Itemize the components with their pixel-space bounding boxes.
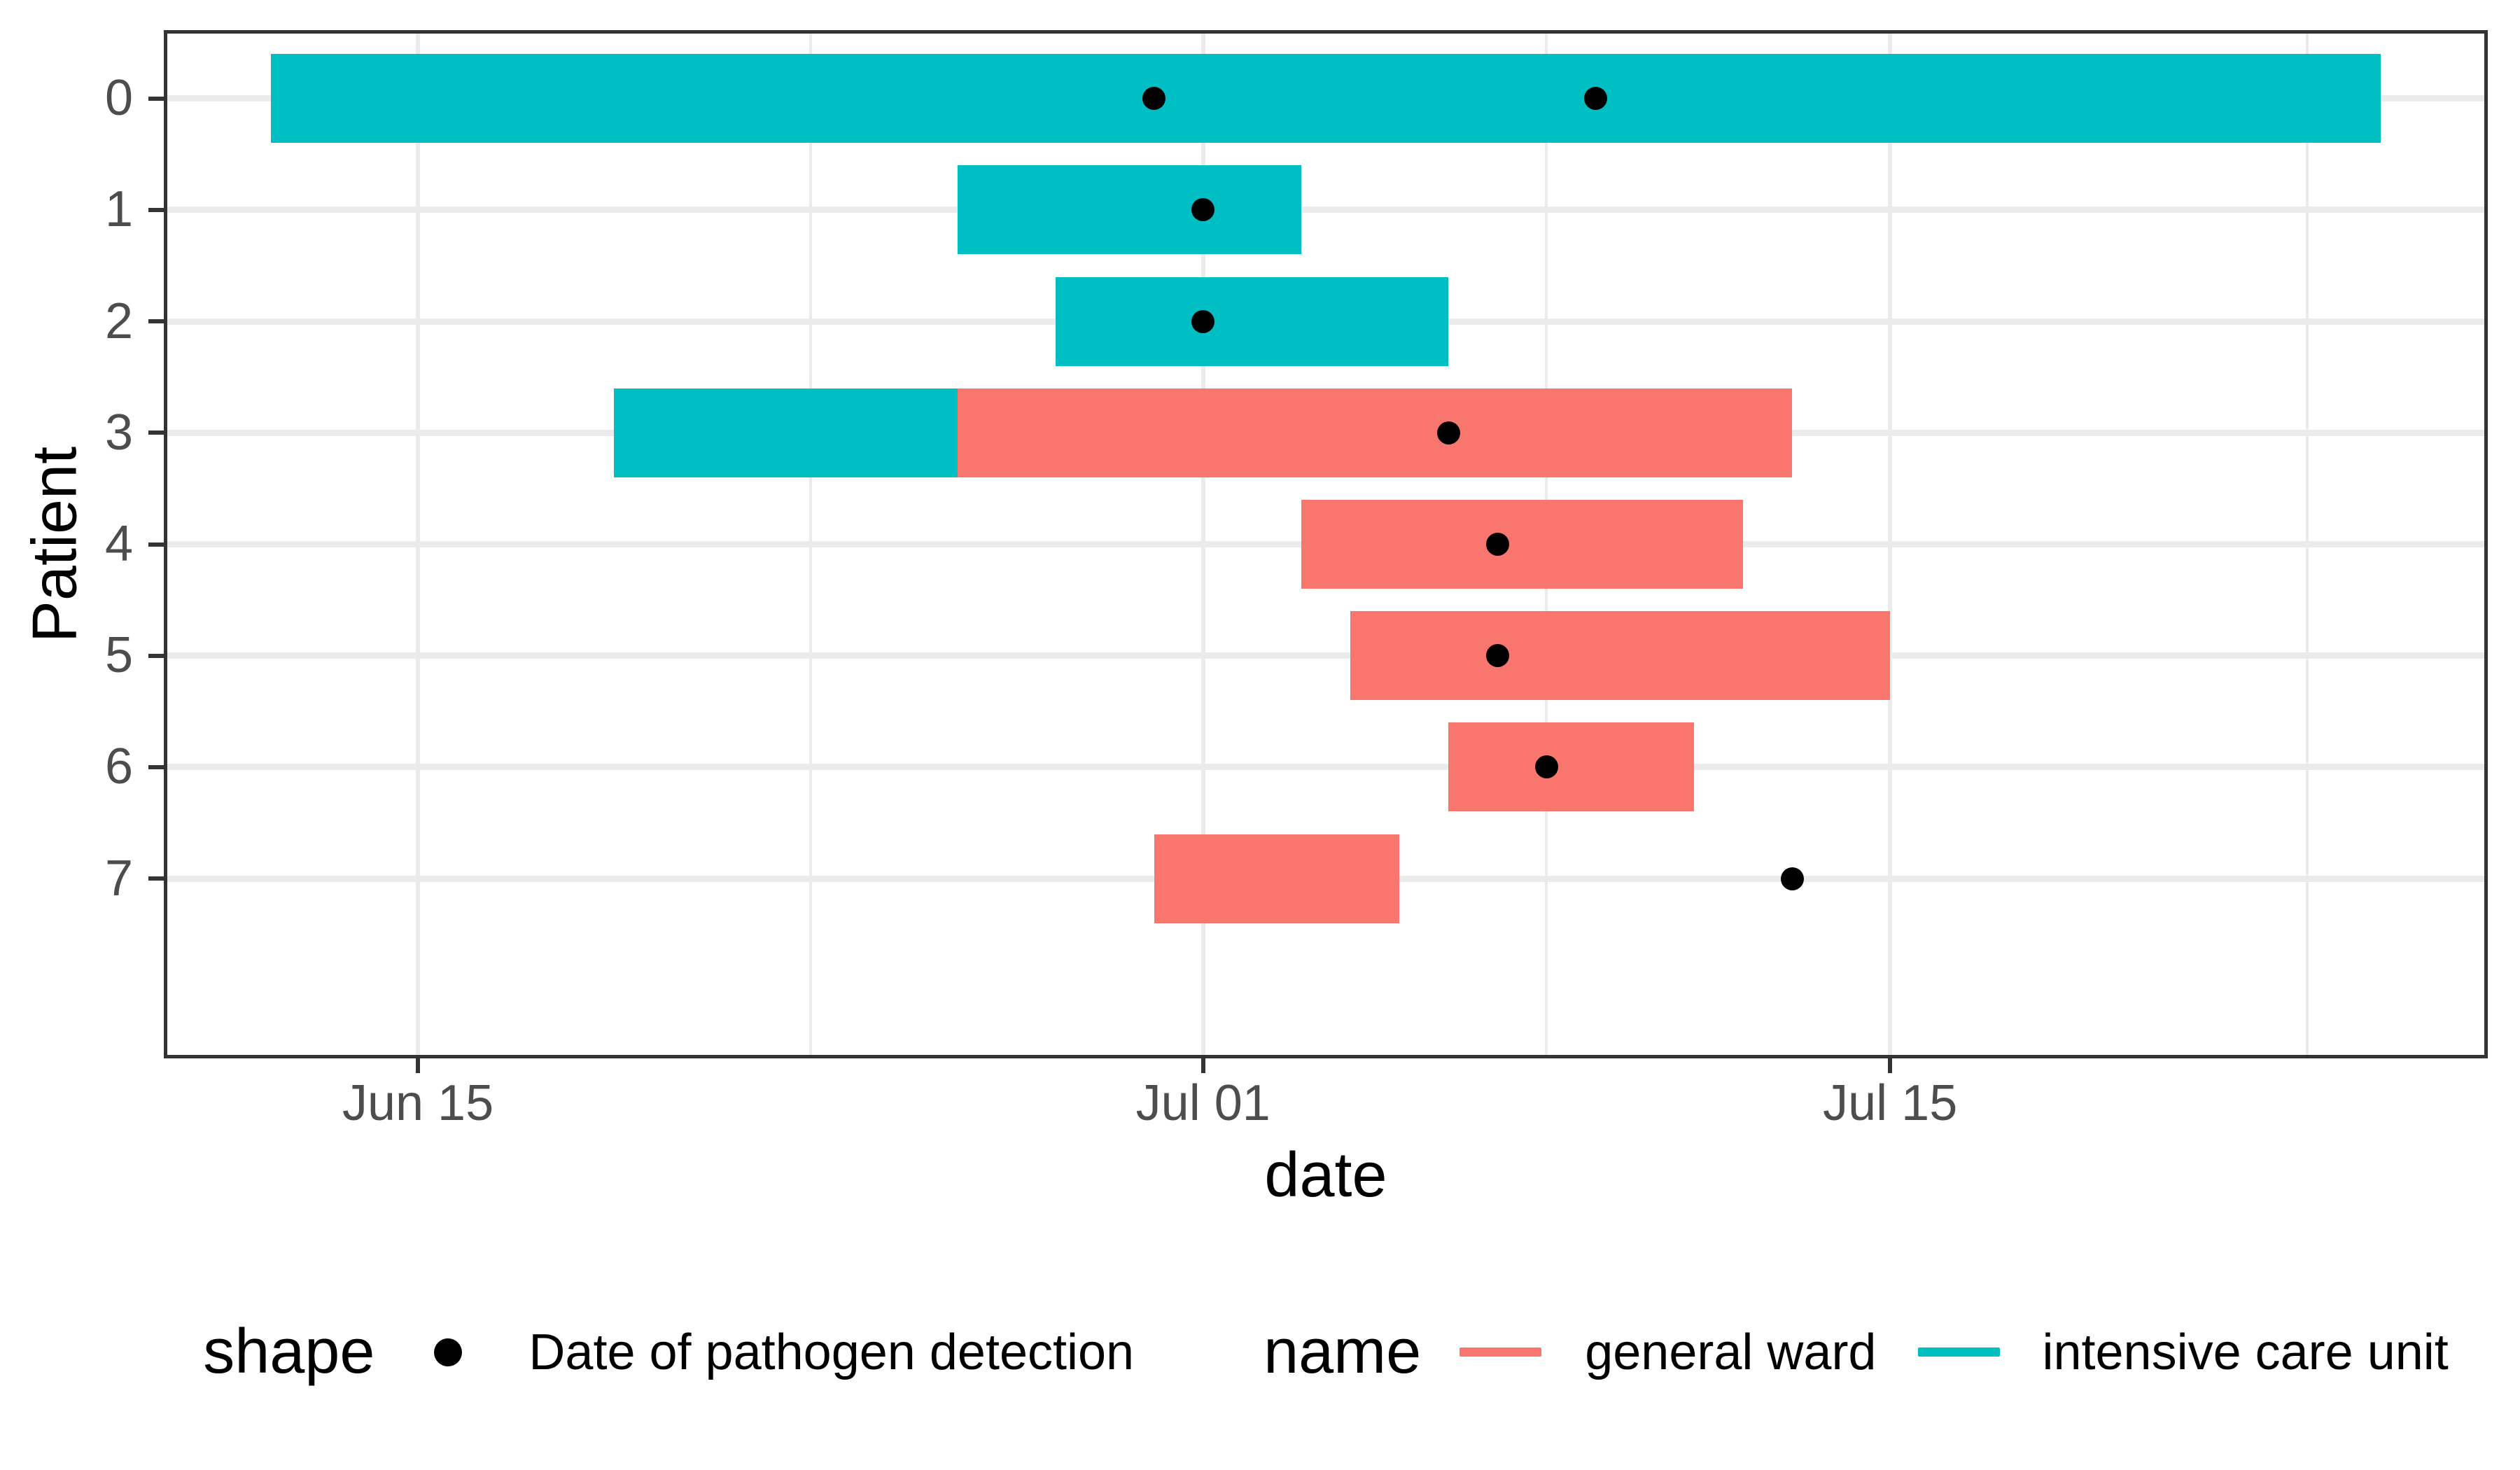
stay-bar-general-ward — [1448, 722, 1694, 812]
stay-bar-intensive-care-unit — [958, 165, 1301, 255]
x-axis-title: date — [1264, 1140, 1387, 1210]
pathogen-detection-dot — [1584, 87, 1608, 111]
y-tick-mark — [148, 96, 165, 101]
legend-title-shape: shape — [203, 1317, 375, 1387]
y-tick-mark — [148, 207, 165, 212]
y-tick-mark — [148, 319, 165, 324]
pathogen-detection-dot — [1191, 198, 1215, 222]
stay-bar-general-ward — [1154, 834, 1400, 923]
y-tick-label: 3 — [104, 404, 133, 461]
y-tick-mark — [148, 876, 165, 881]
x-tick-label: Jul 01 — [1135, 1075, 1270, 1131]
stay-bar-intensive-care-unit — [614, 388, 958, 477]
legend-title-name: name — [1264, 1317, 1422, 1387]
y-tick-label: 5 — [104, 627, 133, 684]
x-tick-mark — [1200, 1057, 1205, 1073]
y-tick-label: 1 — [104, 181, 133, 238]
y-tick-mark — [148, 764, 165, 769]
general-ward-key-icon — [1460, 1348, 1542, 1357]
legend: shape Date of pathogen detection name ge… — [66, 1316, 2520, 1388]
panel-border — [164, 30, 2488, 1058]
y-tick-label: 7 — [104, 850, 133, 906]
x-tick-mark — [416, 1057, 421, 1073]
legend-label-detection: Date of pathogen detection — [528, 1324, 1135, 1380]
row-gridline — [165, 764, 2486, 771]
pathogen-detection-dot — [1191, 309, 1215, 333]
x-tick-label: Jun 15 — [342, 1075, 494, 1131]
legend-group-shape: shape Date of pathogen detection — [203, 1316, 1134, 1388]
stay-bar-general-ward — [958, 388, 1792, 477]
pathogen-detection-dot — [1485, 644, 1509, 668]
legend-label-general-ward: general ward — [1585, 1324, 1877, 1380]
pathogen-detection-dot — [1485, 533, 1509, 556]
legend-group-name: name general ward intensive care unit — [1264, 1316, 2449, 1388]
stay-bar-general-ward — [1301, 500, 1743, 589]
pathogen-detection-dot — [1534, 755, 1558, 779]
stay-bar-general-ward — [1350, 611, 1891, 701]
intensive-care-unit-key-icon — [1918, 1348, 2001, 1357]
pathogen-detection-dot — [1142, 87, 1166, 111]
y-tick-mark — [148, 653, 165, 658]
y-tick-label: 0 — [104, 70, 133, 127]
y-tick-label: 2 — [104, 293, 133, 349]
pathogen-detection-dot — [1436, 421, 1460, 444]
y-tick-mark — [148, 542, 165, 547]
row-gridline — [165, 652, 2486, 659]
detection-dot-icon — [434, 1338, 463, 1366]
y-tick-mark — [148, 430, 165, 435]
pathogen-detection-dot — [1780, 867, 1804, 890]
x-tick-label: Jul 15 — [1823, 1075, 1958, 1131]
x-tick-mark — [1888, 1057, 1893, 1073]
y-tick-label: 4 — [104, 516, 133, 572]
legend-label-intensive-care-unit: intensive care unit — [2042, 1324, 2449, 1380]
stay-bar-intensive-care-unit — [270, 54, 2381, 144]
y-tick-label: 6 — [104, 738, 133, 795]
row-gridline — [165, 206, 2486, 214]
stay-bar-intensive-care-unit — [1056, 276, 1449, 366]
